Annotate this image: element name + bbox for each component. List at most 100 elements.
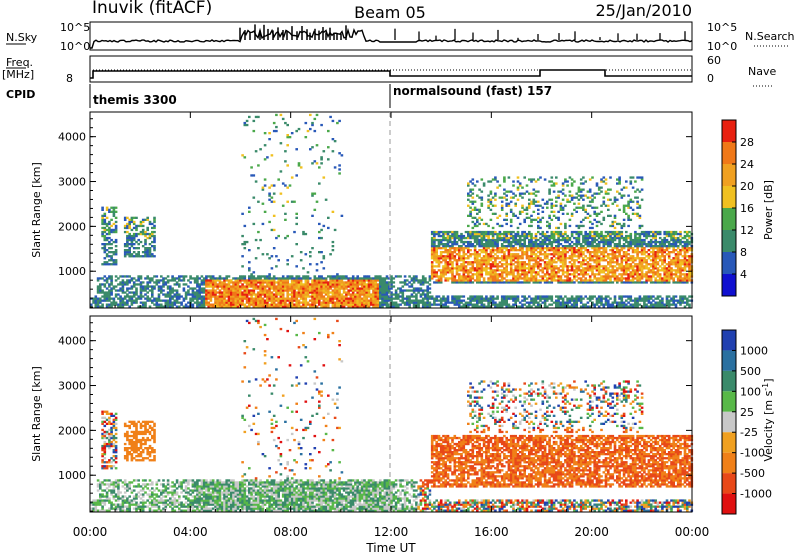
power-cell: [363, 303, 366, 306]
power-cell: [299, 291, 303, 294]
power-cell: [338, 295, 341, 298]
power-cell: [214, 299, 217, 302]
power-cell: [455, 269, 459, 272]
power-cell: [550, 176, 554, 179]
power-cell: [347, 281, 350, 284]
power-cell: [446, 238, 450, 242]
power-cell: [281, 303, 285, 306]
power-cell: [579, 243, 583, 246]
power-cell: [433, 301, 436, 304]
power-cell: [609, 271, 612, 274]
power-cell: [279, 289, 283, 292]
power-cell: [225, 305, 228, 308]
power-cell: [257, 295, 260, 298]
power-cell: [369, 277, 373, 280]
power-cell: [419, 279, 423, 282]
power-cell: [471, 200, 475, 203]
power-cell: [101, 232, 104, 236]
power-cell: [132, 281, 136, 284]
power-cell: [309, 263, 312, 266]
power-cell: [588, 253, 592, 256]
power-cell: [153, 216, 156, 219]
power-cell: [351, 285, 355, 288]
power-cell: [202, 287, 206, 290]
power-cell: [607, 261, 610, 264]
power-cell: [295, 222, 298, 226]
power-cell: [467, 198, 470, 201]
power-cell: [302, 291, 305, 294]
power-cell: [593, 249, 596, 252]
power-cell: [525, 245, 529, 248]
power-cell: [471, 265, 475, 268]
power-cell: [110, 279, 113, 282]
power-cell: [205, 297, 208, 300]
power-cell: [336, 305, 339, 308]
power-cell: [521, 273, 524, 276]
power-cell: [356, 283, 359, 286]
power-cell: [455, 281, 459, 284]
power-cell: [503, 218, 506, 221]
power-cell: [478, 259, 481, 262]
power-cell: [270, 301, 274, 304]
power-cell: [505, 299, 508, 302]
power-cell: [458, 249, 461, 252]
power-cell: [245, 289, 249, 292]
power-cell: [96, 301, 100, 304]
power-cell: [620, 255, 624, 258]
power-cell: [577, 240, 581, 244]
power-cell: [627, 245, 630, 248]
power-cell: [496, 263, 499, 266]
power-cell: [525, 234, 529, 238]
power-cell: [467, 249, 470, 252]
power-cell: [101, 214, 104, 217]
power-cell: [196, 293, 199, 296]
power-cell: [627, 301, 630, 304]
power-cell: [342, 297, 346, 300]
power-cell: [340, 305, 344, 308]
power-cell: [112, 297, 116, 300]
power-cell: [232, 287, 235, 290]
power-cell: [401, 297, 405, 300]
power-cell: [295, 129, 298, 133]
power-cell: [248, 115, 251, 119]
power-cell: [627, 200, 630, 203]
power-cell: [318, 230, 321, 234]
power-cell: [281, 279, 285, 282]
power-cell: [539, 303, 542, 306]
power-cell: [530, 257, 533, 260]
power-cell: [537, 305, 540, 308]
power-cell: [202, 291, 206, 294]
power-cell: [514, 249, 517, 252]
power-cell: [550, 240, 554, 244]
power-cell: [128, 305, 131, 308]
power-cell: [597, 267, 601, 270]
power-cell: [392, 297, 396, 300]
power-cell: [164, 299, 168, 302]
power-cell: [582, 297, 585, 300]
power-cell: [358, 297, 362, 300]
power-cell: [205, 295, 208, 298]
power-cell: [627, 281, 630, 284]
power-cell: [171, 301, 174, 304]
power-cell: [430, 265, 434, 268]
power-cell: [568, 224, 572, 228]
power-cell: [105, 224, 109, 228]
power-cell: [372, 303, 375, 306]
power-cell: [333, 289, 337, 292]
power-cell: [471, 236, 475, 240]
power-cell: [577, 269, 581, 272]
power-cell: [514, 261, 517, 264]
power-cell: [489, 208, 493, 211]
power-cell: [263, 301, 267, 304]
power-cell: [114, 285, 118, 288]
power-cell: [573, 202, 576, 205]
power-cell: [597, 305, 601, 308]
power-cell: [160, 287, 163, 290]
power-cell: [130, 287, 134, 290]
power-cell: [577, 249, 581, 252]
power-cell: [627, 240, 630, 244]
power-cell: [110, 218, 113, 221]
power-cell: [442, 257, 445, 260]
power-cell: [575, 301, 578, 304]
power-cell: [376, 287, 380, 290]
